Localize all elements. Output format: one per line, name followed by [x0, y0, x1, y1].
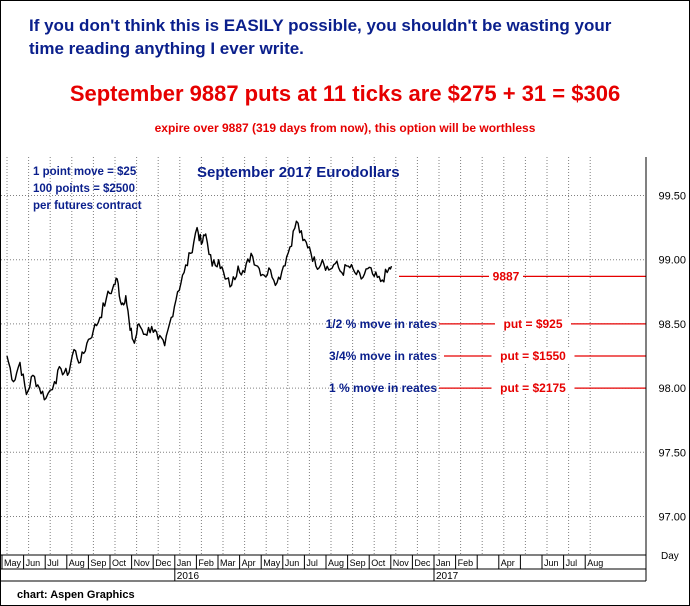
expiry-note: expire over 9887 (319 days from now), th… — [154, 121, 536, 135]
month-label: Sep — [90, 558, 106, 568]
month-label: May — [4, 558, 22, 568]
chart-credit: chart: Aspen Graphics — [17, 589, 135, 601]
price-line — [6, 220, 393, 401]
reference-label: 9887 — [493, 269, 520, 283]
reference-label: put = $1550 — [500, 349, 566, 363]
month-label: Feb — [458, 558, 474, 568]
price-chart: 9887 put = $925 put = $1550 put = $2175 1/2 … — [1, 157, 690, 583]
chart-title: September 2017 Eurodollars — [197, 164, 400, 181]
y-tick-label: 99.50 — [658, 191, 686, 203]
price-series — [6, 220, 393, 401]
reference-label-bg — [495, 316, 571, 330]
reference-label: put = $2175 — [500, 381, 566, 395]
month-label: Jul — [306, 558, 318, 568]
month-label: Dec — [414, 558, 431, 568]
month-label: Oct — [371, 558, 386, 568]
month-label: Jul — [47, 558, 59, 568]
month-label: Jun — [285, 558, 300, 568]
x-unit-label: Day — [661, 551, 679, 562]
month-label: Oct — [112, 558, 127, 568]
info-per-contract: per futures contract — [33, 200, 142, 212]
month-label: Sep — [350, 558, 366, 568]
month-label: Nov — [393, 558, 410, 568]
month-label: Aug — [587, 558, 603, 568]
reference-lines: 9887 put = $925 put = $1550 put = $2175 1/2 … — [326, 269, 646, 395]
info-100-points: 100 points = $2500 — [33, 183, 135, 195]
reference-label-bg — [491, 381, 575, 395]
month-label: Jan — [177, 558, 192, 568]
axes: 97.00 97.50 98.00 98.50 99.00 99.50 May Jun Jul A… — [1, 157, 686, 582]
reference-label-bg — [489, 269, 523, 283]
month-label: Nov — [134, 558, 151, 568]
annotation-label: 1 % move in reates — [329, 381, 437, 395]
annotation-label: 3/4% move in rates — [329, 349, 437, 363]
month-label: Jun — [26, 558, 41, 568]
y-tick-label: 99.00 — [658, 255, 686, 267]
month-label: Mar — [220, 558, 236, 568]
headline-line-2: time reading anything I ever write. — [29, 39, 304, 58]
month-label: Jan — [436, 558, 451, 568]
annotation-label: 1/2 % move in rates — [326, 317, 438, 331]
reference-label-bg — [491, 349, 575, 362]
price-chart-svg: 9887 put = $925 put = $1550 put = $2175 1/2 … — [1, 157, 686, 582]
y-tick-label: 97.00 — [658, 511, 686, 523]
y-tick-label: 97.50 — [658, 447, 686, 459]
month-label: Apr — [242, 558, 256, 568]
reference-label: put = $925 — [503, 317, 562, 331]
y-tick-label: 98.00 — [658, 383, 686, 395]
year-label: 2016 — [177, 571, 200, 582]
y-tick-label: 98.50 — [658, 319, 686, 331]
month-label: May — [263, 558, 281, 568]
month-label: Dec — [155, 558, 172, 568]
month-label: Apr — [501, 558, 515, 568]
info-point-move: 1 point move = $25 — [33, 166, 137, 178]
month-label: Feb — [198, 558, 214, 568]
month-label: Aug — [328, 558, 344, 568]
year-label: 2017 — [436, 571, 459, 582]
month-label: Aug — [69, 558, 85, 568]
month-label: Jul — [566, 558, 578, 568]
offer-text: September 9887 puts at 11 ticks are $275… — [69, 81, 621, 106]
month-label: Jun — [544, 558, 559, 568]
headline-line-1: If you don't think this is EASILY possib… — [29, 16, 612, 35]
